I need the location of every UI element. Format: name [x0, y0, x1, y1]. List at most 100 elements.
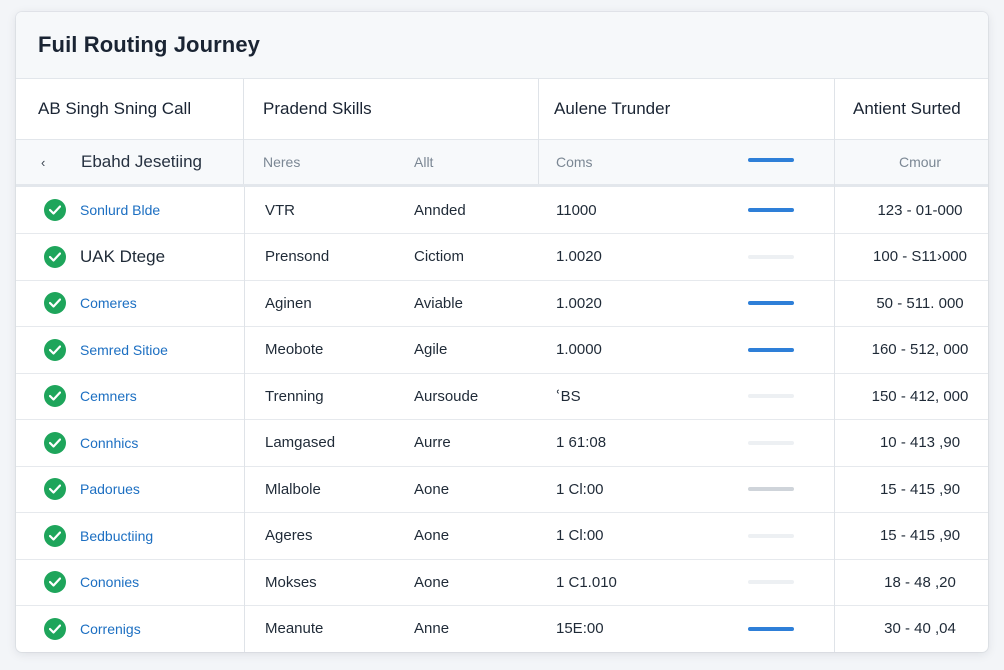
row-range: 100 - S11›000 [873, 248, 967, 265]
row-skill: Trenning [265, 387, 324, 405]
column-header-surted[interactable]: Antient Surted [853, 99, 961, 118]
row-name[interactable]: Connhics [80, 434, 139, 451]
check-circle-icon [44, 199, 66, 221]
row-status: Aurre [414, 434, 451, 451]
table-row[interactable]: Comeres Aginen Aviable 1.0020 50 - 511. … [16, 280, 988, 327]
row-progress-bar [748, 580, 794, 584]
check-circle-icon [44, 431, 66, 454]
row-name-wrap: Cemners [80, 373, 137, 419]
row-status: Cictiom [414, 248, 465, 265]
divider [244, 187, 245, 652]
row-progress-bar [748, 626, 794, 631]
row-skill: Lamgased [265, 434, 336, 451]
check-circle-icon [44, 571, 66, 593]
row-value: 1.0020 [556, 294, 602, 312]
row-name[interactable]: Bedbuctiing [80, 527, 154, 544]
row-name-wrap: Cononies [80, 559, 139, 605]
row-progress-bar [748, 254, 794, 259]
row-skill: Aginen [265, 294, 312, 312]
subheader-progress-bar [748, 158, 794, 162]
row-name[interactable]: Comeres [80, 295, 137, 311]
row-name: UAK Dtege [80, 246, 166, 266]
row-name[interactable]: Padorues [80, 481, 140, 497]
row-name-wrap: Sonlurd Blde [80, 187, 160, 233]
row-name[interactable]: Sonlurd Blde [80, 202, 161, 218]
table-row[interactable]: Cononies Mokses Aone 1 C1.010 18 - 48 ,2… [16, 559, 988, 606]
row-name-wrap: UAK Dtege [80, 234, 165, 280]
table-row[interactable]: Connhics Lamgased Aurre 1 61:08 10 - 413… [16, 420, 988, 467]
back-arrow-icon[interactable]: ‹ [41, 154, 46, 170]
row-range: 18 - 48 ,20 [884, 573, 956, 591]
divider [243, 79, 244, 184]
title-bar: Fuil Routing Journey [16, 12, 988, 79]
row-progress-bar [748, 533, 794, 538]
row-status: Aone [414, 573, 450, 591]
row-name[interactable]: Correnigs [80, 620, 141, 637]
row-range: 15 - 415 ,90 [879, 527, 961, 544]
subheader-col4: Cmour [898, 154, 941, 170]
row-progress-bar [748, 208, 794, 212]
row-skill: Meanute [265, 620, 324, 637]
row-range: 50 - 511. 000 [876, 294, 964, 312]
row-name[interactable]: Cemners [80, 388, 137, 404]
row-value: 1.0020 [556, 248, 602, 265]
row-range: 160 - 512, 000 [871, 341, 969, 358]
subheader-col2: Allt [414, 154, 434, 170]
row-value: ՙBS [556, 388, 581, 405]
table-row[interactable]: Cemners Trenning Aursoude ՙBS 150 - 412,… [16, 373, 988, 420]
subheader-label-wrap: Ebahd Jesetiing [81, 140, 202, 184]
row-range: 30 - 40 ,04 [884, 620, 956, 637]
row-name-wrap: Bedbuctiing [80, 513, 153, 559]
row-progress-bar [748, 347, 794, 352]
row-value: 15E:00 [556, 620, 604, 637]
row-progress-bar [748, 487, 794, 491]
row-name-wrap: Comeres [80, 280, 137, 326]
row-name-wrap: Padorues [80, 466, 140, 512]
column-header-trunder[interactable]: Aulene Trunder [554, 99, 671, 118]
table-row[interactable]: Semred Sitioe Meobote Agile 1.0000 160 -… [16, 327, 988, 374]
table-row[interactable]: Bedbuctiing Ageres Aone 1 Cl:00 15 - 415… [16, 513, 988, 560]
row-range: 10 - 413 ,90 [879, 434, 961, 451]
subheader-label: Ebahd Jesetiing [81, 152, 202, 171]
row-range: 123 - 01-000 [877, 201, 963, 219]
row-status: Aursoude [414, 387, 479, 405]
row-range: 150 - 412, 000 [871, 387, 969, 405]
row-skill: Ageres [265, 527, 313, 544]
row-progress-bar [748, 440, 794, 445]
row-status: Aone [414, 480, 450, 498]
row-progress-bar [748, 301, 794, 305]
check-circle-icon [44, 292, 66, 314]
row-value: 1 C1.010 [556, 573, 617, 591]
check-circle-icon [44, 245, 66, 268]
column-header-call[interactable]: AB Singh Sning Call [38, 99, 192, 118]
row-status: Aone [414, 527, 450, 544]
row-status: Anne [414, 620, 450, 637]
row-skill: Mokses [265, 573, 317, 591]
row-status: Agile [414, 341, 448, 358]
table-row[interactable]: Padorues Mlalbole Aone 1 Cl:00 15 - 415 … [16, 466, 988, 513]
check-circle-icon [44, 617, 66, 640]
row-skill: Mlalbole [265, 480, 321, 498]
row-value: 11000 [556, 201, 597, 219]
divider [538, 79, 539, 184]
row-value: 1 Cl:00 [556, 480, 604, 498]
row-value: 1.0000 [556, 341, 602, 358]
row-name[interactable]: Semred Sitioe [80, 341, 168, 358]
check-circle-icon [44, 478, 66, 500]
row-value: 1 61:08 [556, 434, 607, 451]
check-circle-icon [44, 385, 66, 407]
divider [834, 79, 835, 652]
table-row[interactable]: Sonlurd Blde VTR Annded 11000 123 - 01-0… [16, 187, 988, 234]
check-circle-icon [44, 338, 66, 361]
row-skill: Meobote [265, 341, 324, 358]
row-name[interactable]: Cononies [80, 574, 140, 590]
table-row[interactable]: Correnigs Meanute Anne 15E:00 30 - 40 ,0… [16, 606, 988, 652]
row-status: Aviable [414, 294, 463, 312]
table-header: AB Singh Sning Call Pradend Skills Aulen… [16, 79, 988, 140]
row-value: 1 Cl:00 [556, 527, 604, 544]
row-name-wrap: Connhics [80, 420, 138, 466]
subheader-row: ‹ Ebahd Jesetiing Neres Allt Coms Cmour [16, 140, 988, 187]
table-row[interactable]: UAK Dtege Prensond Cictiom 1.0020 100 - … [16, 234, 988, 281]
column-header-skills[interactable]: Pradend Skills [263, 99, 372, 118]
row-status: Annded [414, 201, 466, 219]
